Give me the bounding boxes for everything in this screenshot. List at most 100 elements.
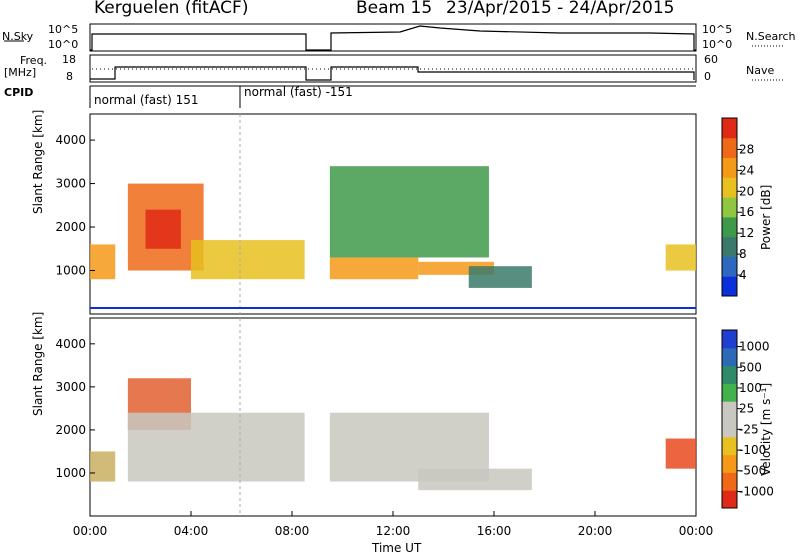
velocity-colorbar-segment-9	[722, 330, 737, 349]
power-data	[90, 166, 696, 288]
power-colorbar-label-2: 12	[739, 226, 754, 240]
velocity-echo-region-2	[127, 412, 305, 482]
velocity-colorbar-segment-7	[722, 365, 737, 384]
power-colorbar-label-4: 20	[739, 184, 754, 198]
power-echo-region-7	[468, 266, 532, 288]
nsky-tick-top: 10^5	[48, 23, 78, 36]
power-colorbar-segment-2	[722, 236, 737, 257]
power-colorbar-label-5: 24	[739, 163, 754, 177]
power-echo-region-5	[329, 166, 489, 258]
station-title: Kerguelen (fitACF)	[94, 0, 249, 18]
velocity-colorbar-segment-2	[722, 454, 737, 473]
velocity-ylabel: Slant Range [km]	[31, 312, 45, 416]
time-axis: 00:00 04:00 08:00 12:00 16:00 20:00 00:00	[73, 511, 714, 538]
velocity-colorbar-label-0: 1000	[739, 340, 770, 354]
velocity-colorbar-label-6: -500	[739, 464, 766, 478]
freq-strip: 18 8 60 0	[62, 53, 784, 83]
time-tick-label-6: 00:00	[679, 524, 714, 538]
time-tick-label-5: 20:00	[578, 524, 613, 538]
power-echo-region-2	[145, 209, 181, 249]
power-colorbar-label-1: 8	[739, 247, 747, 261]
power-colorbar-segment-0	[722, 276, 737, 297]
nave-tick-bottom: 0	[704, 70, 711, 83]
velocity-colorbar-label-3: 25	[739, 402, 754, 416]
velocity-ytick-label-2: 3000	[55, 380, 86, 394]
time-axis-label: Time UT	[371, 541, 422, 554]
power-colorbar-segment-1	[722, 256, 737, 277]
nsearch-tick-bottom: 10^0	[702, 38, 732, 51]
velocity-echo-region-0	[90, 451, 116, 482]
cpid-strip: normal (fast) 151 normal (fast) -151	[89, 85, 696, 108]
time-tick-label-4: 16:00	[477, 524, 512, 538]
time-tick-label-3: 12:00	[376, 524, 411, 538]
nsky-label: N.Sky	[2, 30, 34, 43]
beam-label: Beam 15	[356, 0, 433, 18]
time-tick-label-0: 00:00	[73, 524, 108, 538]
velocity-yaxis: 1000 2000 3000 4000	[55, 337, 95, 480]
power-echo-region-3	[191, 240, 305, 280]
nave-tick-top: 60	[704, 53, 718, 66]
date-range: 23/Apr/2015 - 24/Apr/2015	[446, 0, 675, 18]
freq-unit-label: [MHz]	[4, 66, 37, 79]
power-echo-region-8	[665, 244, 696, 271]
velocity-colorbar-label-7: -1000	[739, 484, 774, 498]
nsearch-label: N.Search	[746, 30, 796, 43]
velocity-colorbar-segment-0	[722, 490, 737, 509]
power-colorbar-segment-6	[722, 157, 737, 178]
cpid-label: CPID	[4, 86, 34, 99]
power-colorbar-segment-8	[722, 118, 737, 139]
power-ytick-label-3: 4000	[55, 133, 86, 147]
power-colorbar-frame	[721, 117, 738, 297]
power-colorbar-segment-7	[722, 137, 737, 159]
power-colorbar-segment-3	[722, 216, 737, 238]
power-colorbar-segment-5	[722, 177, 737, 198]
cpid-block-2: normal (fast) -151	[244, 85, 353, 99]
freq-tick-top: 18	[62, 53, 76, 66]
velocity-colorbar-segment-8	[722, 347, 737, 367]
velocity-data	[90, 378, 696, 491]
nave-label: Nave	[746, 64, 775, 77]
velocity-colorbar-segment-3	[722, 436, 737, 456]
freq-tick-bottom: 8	[66, 70, 73, 83]
freq-label: Freq.	[20, 54, 48, 67]
velocity-echo-region-5	[665, 438, 696, 469]
velocity-colorbar-label-1: 500	[739, 360, 762, 374]
velocity-echo-region-4	[418, 468, 532, 491]
power-panel: Slant Range [km] 1000 2000 3000 4000	[31, 110, 697, 315]
velocity-colorbar-segment-1	[722, 472, 737, 491]
cpid-block-1: normal (fast) 151	[94, 93, 198, 107]
time-tick-label-2: 08:00	[275, 524, 310, 538]
velocity-colorbar-label-2: 100	[739, 381, 762, 395]
velocity-ytick-label-1: 2000	[55, 423, 86, 437]
velocity-colorbar-segment-5	[722, 401, 737, 420]
freq-line	[90, 66, 695, 81]
power-colorbar-label: Power [dB]	[759, 185, 773, 250]
nsky-strip: 10^5 10^0 10^5 10^0	[4, 23, 784, 52]
power-colorbar-label-0: 4	[739, 268, 747, 282]
power-ytick-label-0: 1000	[55, 264, 86, 278]
power-colorbar-segment-4	[722, 197, 737, 218]
power-ytick-label-2: 3000	[55, 177, 86, 191]
power-colorbar-label-6: 28	[739, 142, 754, 156]
power-echo-region-0	[90, 244, 116, 280]
velocity-colorbar-segment-4	[722, 419, 737, 438]
velocity-colorbar-label: Velocity [m s⁻¹]	[759, 383, 773, 476]
velocity-ytick-label-0: 1000	[55, 466, 86, 480]
velocity-colorbar: 1000 500 100 25 -25 -100 -500 -1000	[721, 329, 774, 509]
power-colorbar: 4 8 12 16 20 24 28	[721, 117, 754, 297]
power-yaxis: 1000 2000 3000 4000	[55, 133, 95, 278]
time-tick-label-1: 04:00	[174, 524, 209, 538]
velocity-colorbar-frame	[721, 329, 738, 509]
power-ytick-label-1: 2000	[55, 220, 86, 234]
velocity-colorbar-segment-6	[722, 383, 737, 402]
velocity-colorbar-label-5: -100	[739, 443, 766, 457]
nsearch-tick-top: 10^5	[702, 23, 732, 36]
nsky-tick-bottom: 10^0	[48, 38, 78, 51]
power-ylabel: Slant Range [km]	[31, 110, 45, 214]
velocity-ytick-label-3: 4000	[55, 337, 86, 351]
power-echo-region-4	[329, 257, 419, 280]
power-colorbar-label-3: 16	[739, 205, 754, 219]
velocity-colorbar-label-4: -25	[739, 422, 759, 436]
